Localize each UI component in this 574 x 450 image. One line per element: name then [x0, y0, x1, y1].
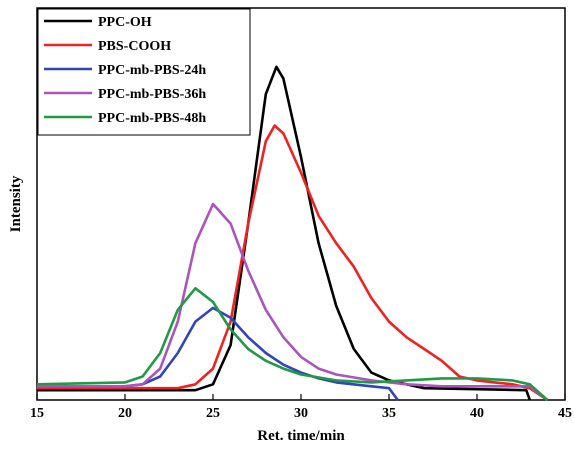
x-tick-label: 15	[30, 406, 44, 421]
series-line	[37, 202, 549, 402]
x-axis-label: Ret. time/min	[257, 428, 345, 444]
x-tick-label: 40	[470, 406, 484, 421]
x-tick-label: 30	[294, 406, 308, 421]
legend-label: PPC-mb-PBS-24h	[98, 63, 206, 78]
x-tick-label: 25	[206, 406, 220, 421]
x-tick-label: 20	[118, 406, 132, 421]
series-line	[36, 287, 549, 401]
legend-label: PPC-OH	[98, 15, 152, 30]
legend-label: PPC-mb-PBS-36h	[98, 87, 206, 102]
legend-label: PBS-COOH	[98, 39, 171, 54]
x-tick-label: 45	[558, 406, 572, 421]
x-tick-label: 35	[382, 406, 396, 421]
legend-label: PPC-mb-PBS-48h	[98, 111, 206, 126]
y-axis-label: Intensity	[8, 175, 24, 232]
series-line	[37, 124, 549, 402]
plot-area	[36, 65, 549, 402]
legend-box	[37, 8, 251, 136]
series-line	[37, 306, 399, 401]
